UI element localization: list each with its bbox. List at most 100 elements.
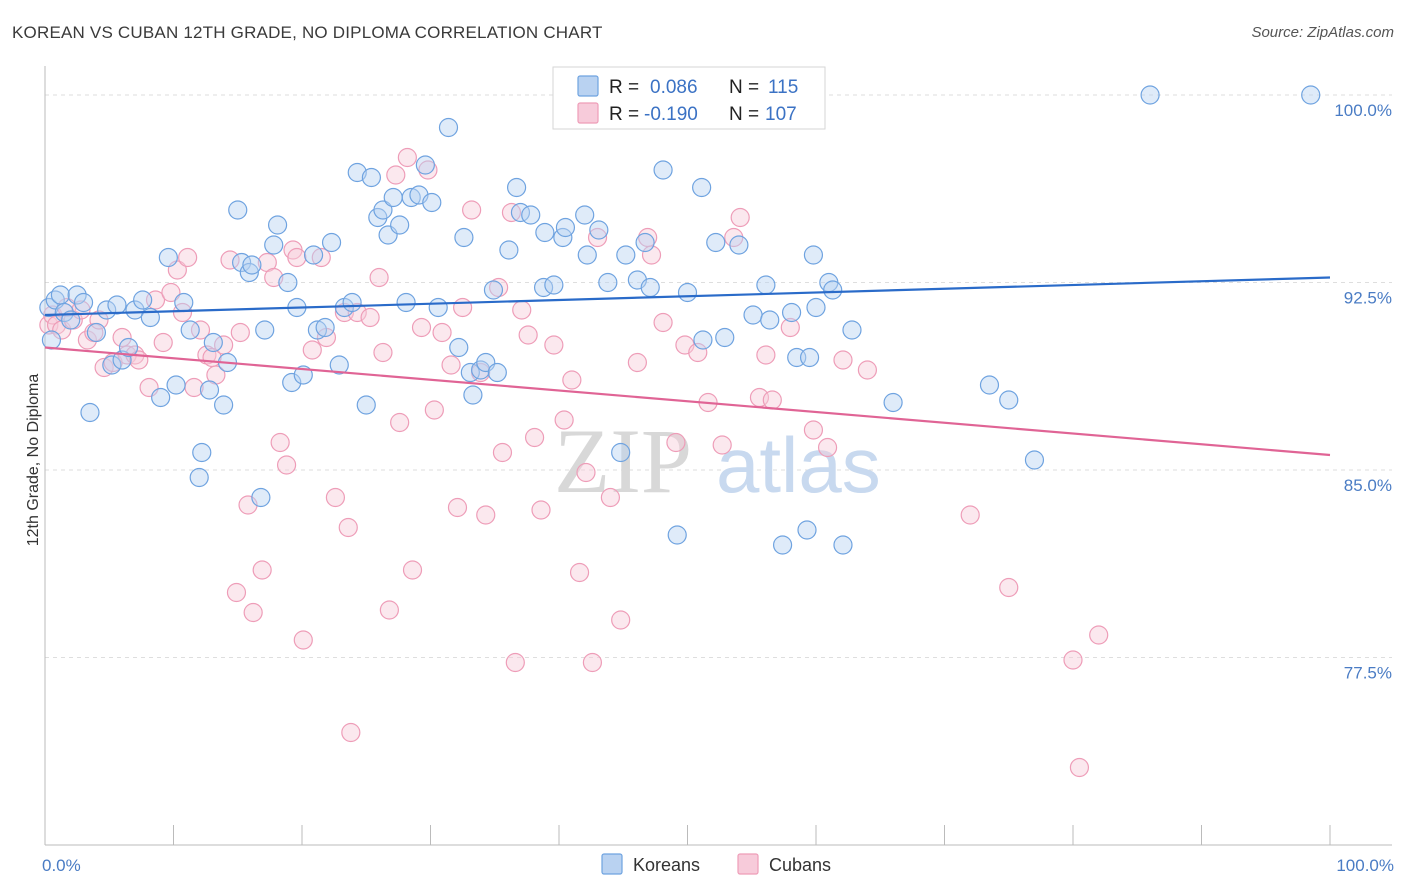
cuban-point [293, 630, 313, 650]
cuban-point [1063, 650, 1083, 670]
cuban-point [94, 357, 114, 378]
axes [44, 66, 1392, 846]
legend-korean-n-label: N = [729, 77, 759, 98]
korean-point [383, 187, 403, 208]
korean-point [499, 240, 519, 260]
korean-point [307, 320, 328, 340]
legend-cuban-r-label: R = [609, 104, 639, 125]
legend-korean-r-label: R = [609, 77, 639, 98]
korean-point [616, 245, 636, 265]
cuban-point [190, 320, 211, 340]
korean-point [321, 232, 342, 253]
cuban-point [411, 317, 432, 338]
legend-korean-swatch [577, 75, 599, 97]
cuban-point [338, 517, 358, 538]
cuban-point [666, 432, 686, 453]
korean-point [589, 220, 609, 240]
cuban-point [999, 577, 1019, 598]
y-tick-label: 77.5% [1344, 664, 1392, 683]
cuban-point [512, 300, 532, 320]
cuban-point [576, 462, 596, 483]
cuban-point [220, 250, 240, 270]
korean-point [979, 375, 1000, 395]
korean-point [598, 272, 618, 293]
cuban-point [369, 267, 389, 288]
cuban-point [730, 207, 750, 228]
watermark-atlas: atlas [716, 421, 881, 509]
korean-point [611, 442, 631, 463]
cuban-point [627, 352, 647, 373]
cuban-point [311, 247, 331, 268]
korean-point [715, 327, 735, 348]
korean-point [799, 347, 820, 368]
cuban-point [386, 165, 406, 185]
cuban-point [688, 342, 708, 363]
y-tick-label: 92.5% [1344, 289, 1392, 308]
korean-point [278, 272, 298, 293]
korean-point [192, 442, 212, 463]
korean-point [41, 330, 62, 350]
korean-point [797, 520, 817, 540]
korean-points [39, 85, 1321, 555]
korean-point [239, 262, 259, 283]
cuban-point [762, 390, 782, 410]
cuban-point [418, 160, 438, 180]
korean-point [729, 235, 749, 255]
korean-point [1301, 85, 1321, 105]
korean-point [823, 280, 843, 300]
korean-point [180, 320, 200, 340]
cuban-point [1069, 757, 1090, 778]
korean-point [415, 155, 435, 175]
cuban-point [325, 487, 346, 508]
korean-point [422, 192, 442, 213]
korean-point [264, 235, 284, 255]
korean-point [347, 162, 367, 183]
cuban-point [780, 317, 800, 338]
cuban-point [287, 247, 307, 268]
korean-point [756, 275, 776, 295]
korean-point [118, 337, 139, 358]
korean-point [102, 355, 122, 375]
cuban-point [817, 437, 838, 458]
korean-point [329, 355, 349, 375]
cuban-point [531, 500, 551, 520]
korean-point [506, 177, 527, 198]
korean-point [267, 215, 288, 235]
korean-point [692, 177, 712, 198]
korean-point [454, 227, 474, 248]
x-tick-labels: 0.0% 100.0% [42, 856, 1394, 875]
korean-point [251, 487, 271, 508]
korean-point [54, 302, 74, 323]
korean-point [80, 402, 100, 423]
korean-point [760, 310, 780, 330]
korean-point [521, 205, 541, 225]
korean-point [640, 277, 660, 298]
cuban-point [960, 505, 980, 525]
korean-point [555, 217, 576, 238]
cuban-point [562, 370, 582, 390]
cuban-point [226, 582, 247, 603]
cuban-point [424, 400, 444, 420]
korean-point [166, 375, 186, 395]
korean-point [125, 300, 145, 320]
korean-point [361, 167, 381, 188]
bottom-legend-cuban: Cubans [769, 855, 831, 875]
cuban-point [197, 345, 217, 365]
korean-trend-line [44, 276, 1331, 317]
korean-point [67, 285, 87, 305]
legend-cuban-r: -0.190 [644, 104, 698, 125]
bottom-legend-korean-swatch [601, 853, 623, 875]
cuban-point [524, 427, 545, 448]
korean-point [107, 295, 127, 315]
korean-point [158, 247, 178, 268]
korean-point [73, 292, 94, 313]
korean-point [1024, 450, 1045, 470]
korean-point [189, 467, 209, 488]
cuban-point [857, 360, 878, 380]
cuban-point [544, 335, 564, 355]
cuban-point [600, 487, 621, 508]
cuban-point [402, 560, 423, 580]
cuban-point [276, 455, 297, 475]
korean-point [577, 245, 597, 265]
korean-point [883, 392, 903, 413]
